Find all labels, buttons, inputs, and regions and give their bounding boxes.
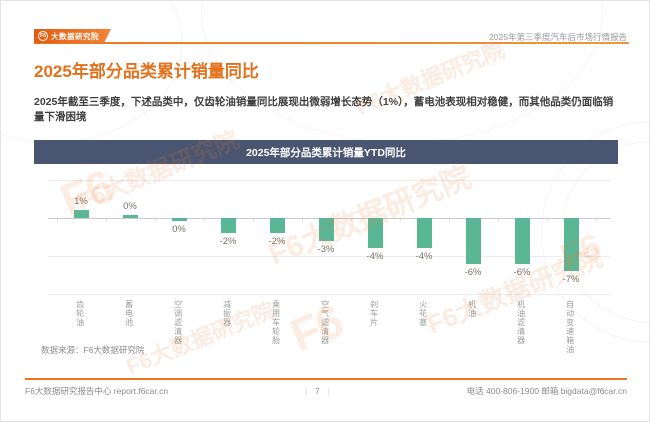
axis-tick bbox=[595, 218, 597, 221]
bar-齿轮油[interactable] bbox=[73, 210, 89, 218]
bar-机油滤清器[interactable] bbox=[514, 218, 530, 264]
category-label: 蓄电池 bbox=[124, 300, 134, 327]
axis-tick bbox=[252, 218, 254, 221]
bar-机油[interactable] bbox=[465, 218, 481, 264]
axis-tick bbox=[399, 218, 401, 221]
bar-value-label: -4% bbox=[415, 251, 433, 263]
gridline bbox=[48, 294, 610, 295]
axis-tick bbox=[203, 218, 205, 221]
footer: F6大数据研究报告中心 report.f6car.cn | 7 | 电话 400… bbox=[25, 385, 627, 397]
category-label: 自动变速箱油 bbox=[565, 300, 575, 354]
category-label: 刹车片 bbox=[369, 300, 379, 327]
page-number-value: 7 bbox=[315, 386, 320, 396]
chart-title: 2025年部分品类累计销量YTD同比 bbox=[246, 146, 406, 159]
bar-减振器[interactable] bbox=[220, 218, 236, 234]
bar-火花塞[interactable] bbox=[416, 218, 432, 249]
category-label: 机油 bbox=[467, 300, 477, 318]
footer-left-label: F6大数据研究报告中心 report.f6car.cn bbox=[25, 386, 169, 396]
logo-text: 大数据研究院 bbox=[51, 31, 99, 41]
bar-空气滤清器[interactable] bbox=[318, 218, 334, 241]
logo-icon: F6 bbox=[38, 31, 48, 41]
page-number: | 7 | bbox=[305, 385, 330, 397]
axis-tick bbox=[301, 218, 303, 221]
data-source-label: 数据来源：F6大数据研究院 bbox=[41, 345, 145, 355]
axis-tick bbox=[546, 218, 548, 221]
category-label: 空气滤清器 bbox=[320, 300, 330, 345]
page-title: 2025年部分品类累计销量同比 bbox=[34, 62, 259, 81]
bar-空调滤清器[interactable] bbox=[171, 218, 187, 221]
category-label: 火花塞 bbox=[418, 300, 428, 327]
footer-divider bbox=[25, 378, 627, 380]
bar-value-label: -2% bbox=[268, 236, 286, 248]
bar-value-label: -6% bbox=[464, 266, 482, 278]
category-label: 空调滤清器 bbox=[173, 300, 183, 345]
axis-tick bbox=[497, 218, 499, 221]
report-name-label: 2025年第三季度汽车后市场行情报告 bbox=[489, 32, 627, 42]
bar-蓄电池[interactable] bbox=[122, 215, 138, 218]
category-label: 乘用车轮胎 bbox=[271, 300, 281, 345]
bar-刹车片[interactable] bbox=[367, 218, 383, 249]
gridline bbox=[48, 180, 610, 181]
axis-tick bbox=[154, 218, 156, 221]
bar-value-label: 1% bbox=[74, 196, 88, 208]
footer-right-label: 电话 400-806-1900 邮箱 bigdata@f6car.cn bbox=[466, 386, 627, 396]
bar-value-label: -6% bbox=[513, 266, 531, 278]
summary-text: 2025年截至三季度，下述品类中，仅齿轮油销量同比展现出微弱增长态势（1%），蓄… bbox=[34, 96, 614, 123]
bar-value-label: -7% bbox=[562, 274, 580, 286]
bar-value-label: -4% bbox=[366, 251, 384, 263]
axis-tick bbox=[350, 218, 352, 221]
category-label: 齿轮油 bbox=[75, 300, 85, 327]
axis-tick bbox=[56, 218, 58, 221]
gridline bbox=[48, 256, 610, 257]
axis-tick bbox=[448, 218, 450, 221]
chart-title-banner: 2025年部分品类累计销量YTD同比 bbox=[34, 140, 618, 164]
bar-value-label: -3% bbox=[317, 243, 335, 255]
header-divider bbox=[34, 42, 629, 44]
category-label: 减振器 bbox=[222, 300, 232, 327]
bar-value-label: -2% bbox=[219, 236, 237, 248]
bar-乘用车轮胎[interactable] bbox=[269, 218, 285, 234]
page-number-separator: | bbox=[304, 386, 308, 396]
axis-tick bbox=[105, 218, 107, 221]
bar-value-label: 0% bbox=[123, 201, 137, 212]
bar-自动变速箱油[interactable] bbox=[563, 218, 579, 272]
bar-value-label: 0% bbox=[172, 224, 186, 235]
category-label: 机油滤清器 bbox=[516, 300, 526, 345]
page-number-separator: | bbox=[327, 386, 330, 396]
bar-chart: 1% 齿轮油 0% 蓄电池 0% 空调滤清器 -2% 减振器 -2% 乘用车轮胎 -3% 空气滤清器 -… bbox=[34, 164, 618, 360]
logo-badge: F6 大数据研究院 bbox=[34, 29, 111, 43]
